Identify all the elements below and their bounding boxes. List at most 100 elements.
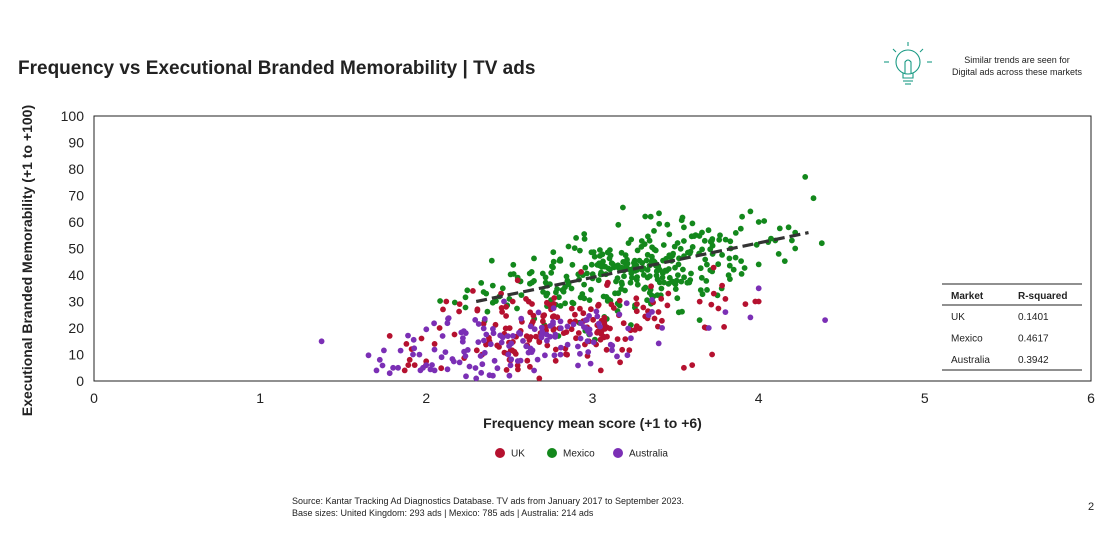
y-tick-label: 90 — [68, 135, 84, 151]
point-mexico — [755, 219, 762, 225]
point-mexico — [549, 263, 555, 270]
point-uk — [403, 341, 410, 347]
point-mexico — [717, 232, 723, 239]
point-australia — [431, 367, 438, 374]
y-tick-label: 30 — [68, 294, 84, 310]
point-australia — [480, 325, 487, 332]
y-tick-label: 40 — [68, 267, 84, 283]
point-mexico — [646, 289, 653, 296]
point-australia — [552, 333, 559, 340]
point-uk — [524, 357, 531, 364]
point-australia — [595, 320, 602, 327]
point-australia — [423, 326, 430, 333]
point-mexico — [596, 260, 602, 267]
point-uk — [563, 351, 569, 358]
point-uk — [595, 302, 601, 309]
x-tick-label: 2 — [422, 390, 430, 406]
point-australia — [564, 323, 571, 330]
point-mexico — [577, 294, 584, 301]
point-mexico — [755, 261, 762, 268]
point-mexico — [792, 245, 799, 252]
source-line1: Source: Kantar Tracking Ad Diagnostics D… — [292, 496, 685, 506]
point-uk — [560, 330, 567, 336]
info-note-line1: Similar trends are seen for — [964, 55, 1070, 65]
point-mexico — [699, 291, 706, 298]
point-mexico — [699, 229, 705, 236]
point-mexico — [634, 281, 641, 288]
point-uk — [634, 301, 640, 307]
point-uk — [605, 279, 611, 286]
point-mexico — [726, 262, 733, 269]
point-mexico — [620, 259, 627, 265]
y-axis-label: Executional Branded Memorability (+1 to … — [19, 105, 35, 416]
point-mexico — [665, 280, 672, 287]
page-number: 2 — [1088, 501, 1095, 513]
point-australia — [550, 319, 556, 325]
point-uk — [470, 288, 476, 294]
point-uk — [436, 325, 443, 331]
y-tick-label: 80 — [68, 161, 84, 177]
point-australia — [625, 325, 632, 332]
point-uk — [456, 301, 463, 307]
point-australia — [535, 309, 542, 316]
point-australia — [410, 336, 417, 343]
point-uk — [708, 301, 715, 308]
trend-line — [475, 231, 809, 304]
point-mexico — [653, 268, 660, 275]
point-uk — [710, 264, 717, 271]
point-mexico — [675, 261, 682, 268]
point-australia — [747, 314, 754, 321]
point-mexico — [634, 247, 641, 254]
point-mexico — [556, 294, 562, 301]
point-uk — [411, 362, 418, 368]
point-mexico — [732, 254, 739, 261]
point-mexico — [627, 279, 634, 286]
point-mexico — [540, 289, 546, 295]
point-mexico — [802, 174, 809, 180]
point-australia — [558, 344, 564, 351]
point-mexico — [660, 242, 667, 248]
point-mexico — [715, 261, 722, 268]
point-australia — [410, 351, 416, 358]
point-australia — [517, 357, 524, 364]
point-mexico — [559, 287, 566, 293]
x-tick-label: 3 — [589, 390, 597, 406]
point-mexico — [607, 252, 614, 259]
point-australia — [438, 354, 445, 361]
point-uk — [578, 269, 584, 275]
point-australia — [506, 372, 513, 379]
point-uk — [406, 356, 413, 363]
point-mexico — [615, 221, 622, 228]
point-uk — [573, 335, 579, 342]
point-mexico — [727, 276, 733, 282]
point-mexico — [818, 240, 825, 247]
point-mexico — [659, 274, 666, 281]
point-uk — [544, 342, 551, 349]
point-uk — [719, 282, 725, 289]
point-australia — [590, 339, 597, 346]
point-mexico — [647, 213, 654, 220]
point-australia — [520, 338, 526, 344]
point-mexico — [703, 278, 710, 284]
point-mexico — [570, 300, 577, 307]
point-uk — [588, 306, 594, 313]
point-mexico — [677, 245, 684, 252]
point-uk — [619, 346, 626, 353]
source-note: Source: Kantar Tracking Ad Diagnostics D… — [292, 495, 684, 519]
point-mexico — [451, 299, 458, 306]
point-uk — [755, 298, 762, 305]
point-uk — [550, 301, 557, 307]
point-mexico — [732, 230, 739, 236]
point-mexico — [554, 286, 560, 292]
point-australia — [481, 316, 488, 322]
point-mexico — [658, 285, 665, 292]
info-note-line2: Digital ads across these markets — [951, 67, 1083, 77]
point-mexico — [581, 231, 588, 237]
point-mexico — [622, 252, 629, 259]
point-australia — [543, 331, 550, 338]
table-cell-rsquared: 0.4617 — [1018, 334, 1049, 345]
point-mexico — [681, 238, 687, 244]
point-mexico — [656, 220, 663, 227]
point-mexico — [674, 295, 681, 302]
point-australia — [462, 353, 469, 359]
